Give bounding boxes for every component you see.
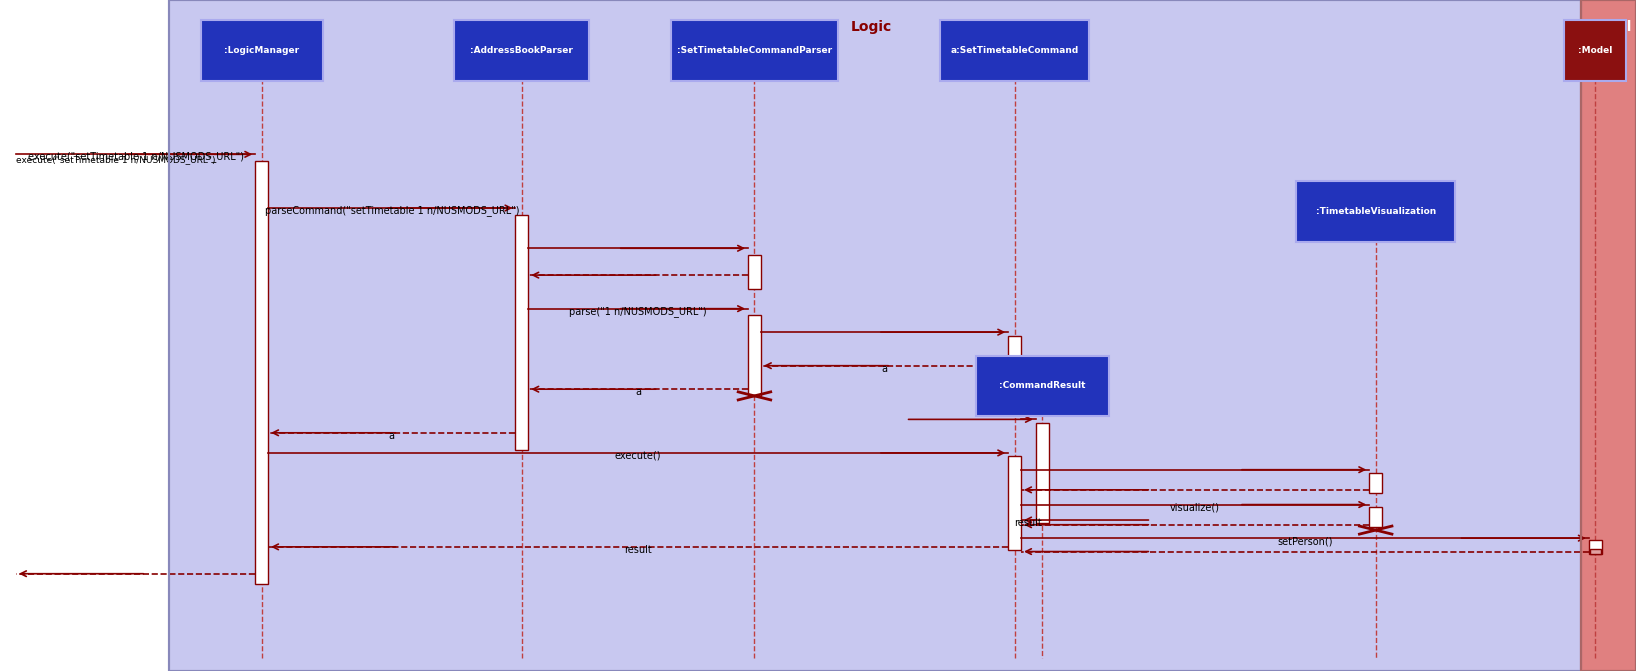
Text: Model: Model	[1584, 20, 1631, 34]
Bar	[749, 255, 762, 289]
Text: a:SetTimetableCommand: a:SetTimetableCommand	[950, 46, 1079, 55]
Bar	[516, 215, 529, 450]
Bar	[1581, 0, 1636, 671]
Bar	[1369, 473, 1382, 493]
Bar	[1589, 540, 1602, 554]
Text: a: a	[388, 431, 395, 441]
Text: Logic: Logic	[850, 20, 893, 34]
Text: setPerson(): setPerson()	[1278, 536, 1333, 546]
Bar	[169, 0, 1581, 671]
Bar	[1589, 549, 1600, 554]
Text: a: a	[881, 364, 888, 374]
Text: :TimetableVisualization: :TimetableVisualization	[1315, 207, 1437, 216]
Bar	[670, 20, 839, 81]
Bar	[1007, 456, 1020, 550]
Bar	[976, 356, 1109, 416]
Bar	[1581, 0, 1636, 671]
Text: parseCommand("setTimetable 1 n/NUSMODS_URL"): parseCommand("setTimetable 1 n/NUSMODS_U…	[265, 205, 519, 216]
Text: visualize(): visualize()	[1170, 503, 1220, 513]
Text: :SetTimetableCommandParser: :SetTimetableCommandParser	[676, 46, 832, 55]
Bar	[1564, 20, 1627, 81]
Bar	[256, 161, 269, 584]
Bar	[1035, 423, 1048, 523]
Text: execute("setTimetable 1 n/NUSMODS_URL"): execute("setTimetable 1 n/NUSMODS_URL")	[28, 152, 244, 162]
Bar	[1369, 507, 1382, 527]
Text: :Model: :Model	[1577, 46, 1612, 55]
Bar	[1296, 181, 1456, 242]
Bar	[1007, 336, 1020, 382]
Bar	[749, 315, 762, 396]
Text: :LogicManager: :LogicManager	[224, 46, 300, 55]
Text: result: result	[624, 545, 652, 555]
Bar	[454, 20, 590, 81]
Text: a: a	[636, 387, 640, 397]
Text: parse("1 n/NUSMODS_URL"): parse("1 n/NUSMODS_URL")	[570, 306, 708, 317]
Text: execute("setTimetable 1 n/NUSMODS_URL"): execute("setTimetable 1 n/NUSMODS_URL")	[16, 156, 216, 164]
Text: result: result	[1014, 518, 1042, 528]
Bar	[940, 20, 1089, 81]
Bar	[201, 20, 323, 81]
Text: :CommandResult: :CommandResult	[999, 381, 1086, 391]
Text: :AddressBookParser: :AddressBookParser	[470, 46, 573, 55]
Text: execute(): execute()	[614, 451, 662, 461]
Bar	[169, 0, 1581, 671]
